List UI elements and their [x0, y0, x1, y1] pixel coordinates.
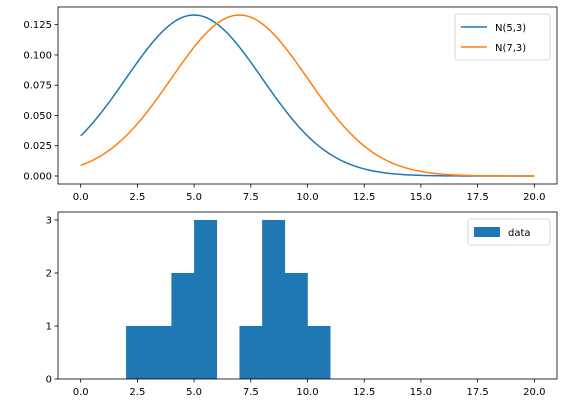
- x-tick-label: 10.0: [296, 387, 318, 398]
- legend-box: [454, 13, 551, 61]
- x-tick-label: 5.0: [186, 192, 202, 203]
- x-tick-label: 7.5: [243, 192, 259, 203]
- x-tick-label: 5.0: [186, 387, 202, 398]
- legend: N(5,3) N(7,3): [454, 13, 551, 61]
- x-tick-label: 12.5: [353, 192, 375, 203]
- legend-entry-label: data: [508, 228, 531, 239]
- x-tick-label: 15.0: [410, 192, 432, 203]
- top-axes: 0.0 2.5 5.0 7.5 10.0 12.5 15.0 17.5 20.0 0.000 0.0…: [23, 6, 558, 203]
- legend-entry-label: N(5,3): [495, 23, 526, 34]
- y-tick-label: 0.125: [23, 20, 52, 31]
- legend-entry-label: N(7,3): [495, 43, 526, 54]
- y-tick-label: 2: [46, 268, 52, 279]
- histogram-bar: [262, 219, 286, 379]
- x-tick-label: 0.0: [73, 387, 89, 398]
- histogram-bar: [148, 325, 172, 379]
- histogram-bar: [239, 325, 263, 379]
- y-tick-label: 0.000: [23, 172, 52, 183]
- x-tick-label: 17.5: [466, 192, 488, 203]
- histogram-bar: [171, 272, 195, 379]
- series-line-0: [80, 14, 535, 177]
- x-tick-label: 12.5: [353, 387, 375, 398]
- legend-bar-swatch: [474, 227, 500, 237]
- histogram-bar: [126, 325, 150, 379]
- x-tick-label: 0.0: [73, 192, 89, 203]
- x-tick-label: 10.0: [296, 192, 318, 203]
- y-tick-label: 0.025: [23, 141, 52, 152]
- y-tick-label: 0: [46, 375, 52, 386]
- legend-box: [467, 218, 551, 246]
- x-tick-label: 20.0: [523, 387, 545, 398]
- x-tick-label: 7.5: [243, 387, 259, 398]
- bottom-axes: 0.0 2.5 5.0 7.5 10.0 12.5 15.0 17.5 20.0 0 1 2 3 data: [46, 211, 558, 398]
- y-tick-label: 0.050: [23, 111, 52, 122]
- y-tick-label: 1: [46, 321, 52, 332]
- histogram-bar: [307, 325, 331, 379]
- x-tick-label: 2.5: [129, 192, 145, 203]
- y-tick-label: 0.100: [23, 50, 52, 61]
- series-line-1: [80, 14, 535, 177]
- histogram-bar: [284, 272, 308, 379]
- x-tick-label: 15.0: [410, 387, 432, 398]
- histogram-bar: [194, 219, 218, 379]
- y-tick-label: 3: [46, 215, 52, 226]
- x-tick-label: 20.0: [523, 192, 545, 203]
- y-tick-label: 0.075: [23, 81, 52, 92]
- x-tick-label: 2.5: [129, 387, 145, 398]
- x-tick-label: 17.5: [466, 387, 488, 398]
- legend: data: [467, 218, 551, 246]
